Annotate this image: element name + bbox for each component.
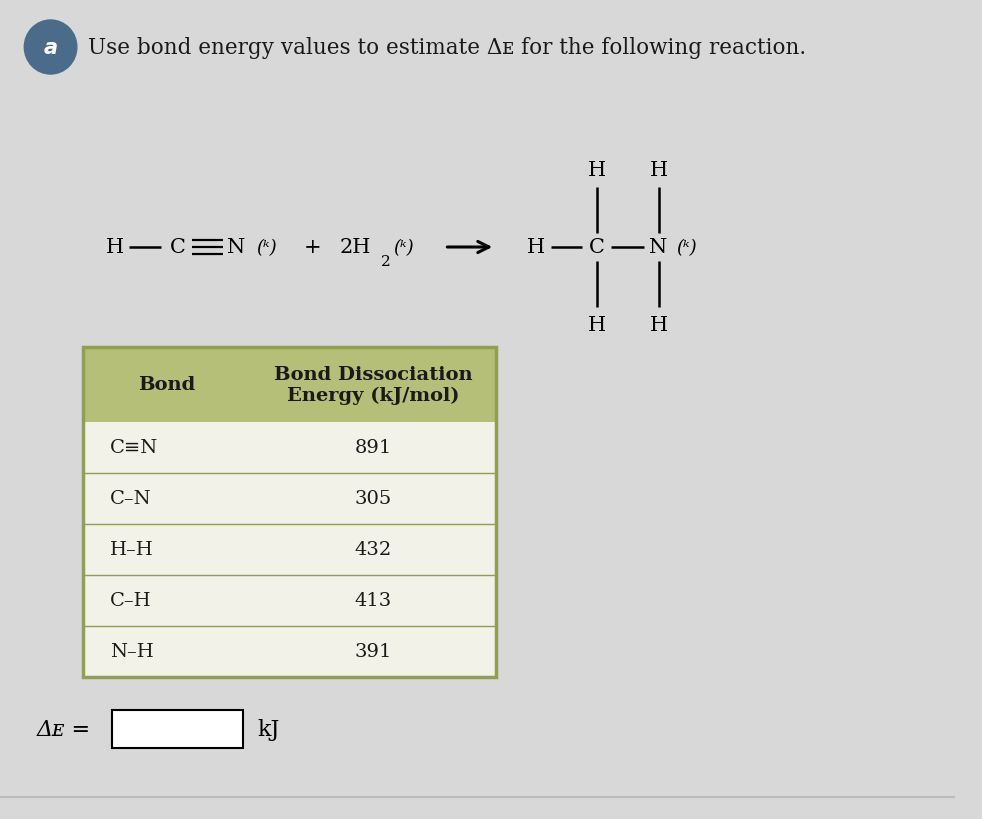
- Circle shape: [25, 21, 77, 75]
- Text: 891: 891: [355, 439, 392, 457]
- Text: Bond Dissociation
Energy (kJ/mol): Bond Dissociation Energy (kJ/mol): [274, 365, 472, 405]
- Text: (ᵏ): (ᵏ): [393, 238, 413, 256]
- Text: 391: 391: [355, 643, 392, 661]
- Text: (ᵏ): (ᵏ): [676, 238, 696, 256]
- Text: 2: 2: [381, 255, 391, 269]
- Text: 432: 432: [355, 541, 392, 559]
- Text: H: H: [527, 238, 545, 257]
- Text: N: N: [649, 238, 668, 257]
- FancyBboxPatch shape: [82, 423, 496, 677]
- Text: H: H: [649, 316, 668, 335]
- Text: 413: 413: [355, 592, 392, 610]
- Text: C–H: C–H: [110, 592, 151, 610]
- Text: 305: 305: [355, 490, 392, 508]
- Text: (ᵏ): (ᵏ): [256, 238, 277, 256]
- Text: kJ: kJ: [257, 718, 280, 740]
- Text: H: H: [106, 238, 124, 257]
- Text: H: H: [649, 161, 668, 179]
- Text: Bond: Bond: [138, 376, 195, 394]
- Text: H: H: [588, 161, 606, 179]
- FancyBboxPatch shape: [82, 347, 496, 423]
- Text: 2H: 2H: [340, 238, 371, 257]
- Text: +: +: [303, 238, 321, 257]
- Text: Δᴇ =: Δᴇ =: [37, 718, 91, 740]
- Text: N–H: N–H: [110, 643, 153, 661]
- Text: a: a: [43, 38, 58, 58]
- Text: C≡N: C≡N: [110, 439, 158, 457]
- FancyBboxPatch shape: [112, 710, 244, 748]
- Text: C–N: C–N: [110, 490, 151, 508]
- Text: H: H: [588, 316, 606, 335]
- Text: H–H: H–H: [110, 541, 153, 559]
- Text: Use bond energy values to estimate Δᴇ for the following reaction.: Use bond energy values to estimate Δᴇ fo…: [87, 37, 805, 59]
- Text: N: N: [227, 238, 246, 257]
- Text: C: C: [170, 238, 186, 257]
- Text: C: C: [589, 238, 605, 257]
